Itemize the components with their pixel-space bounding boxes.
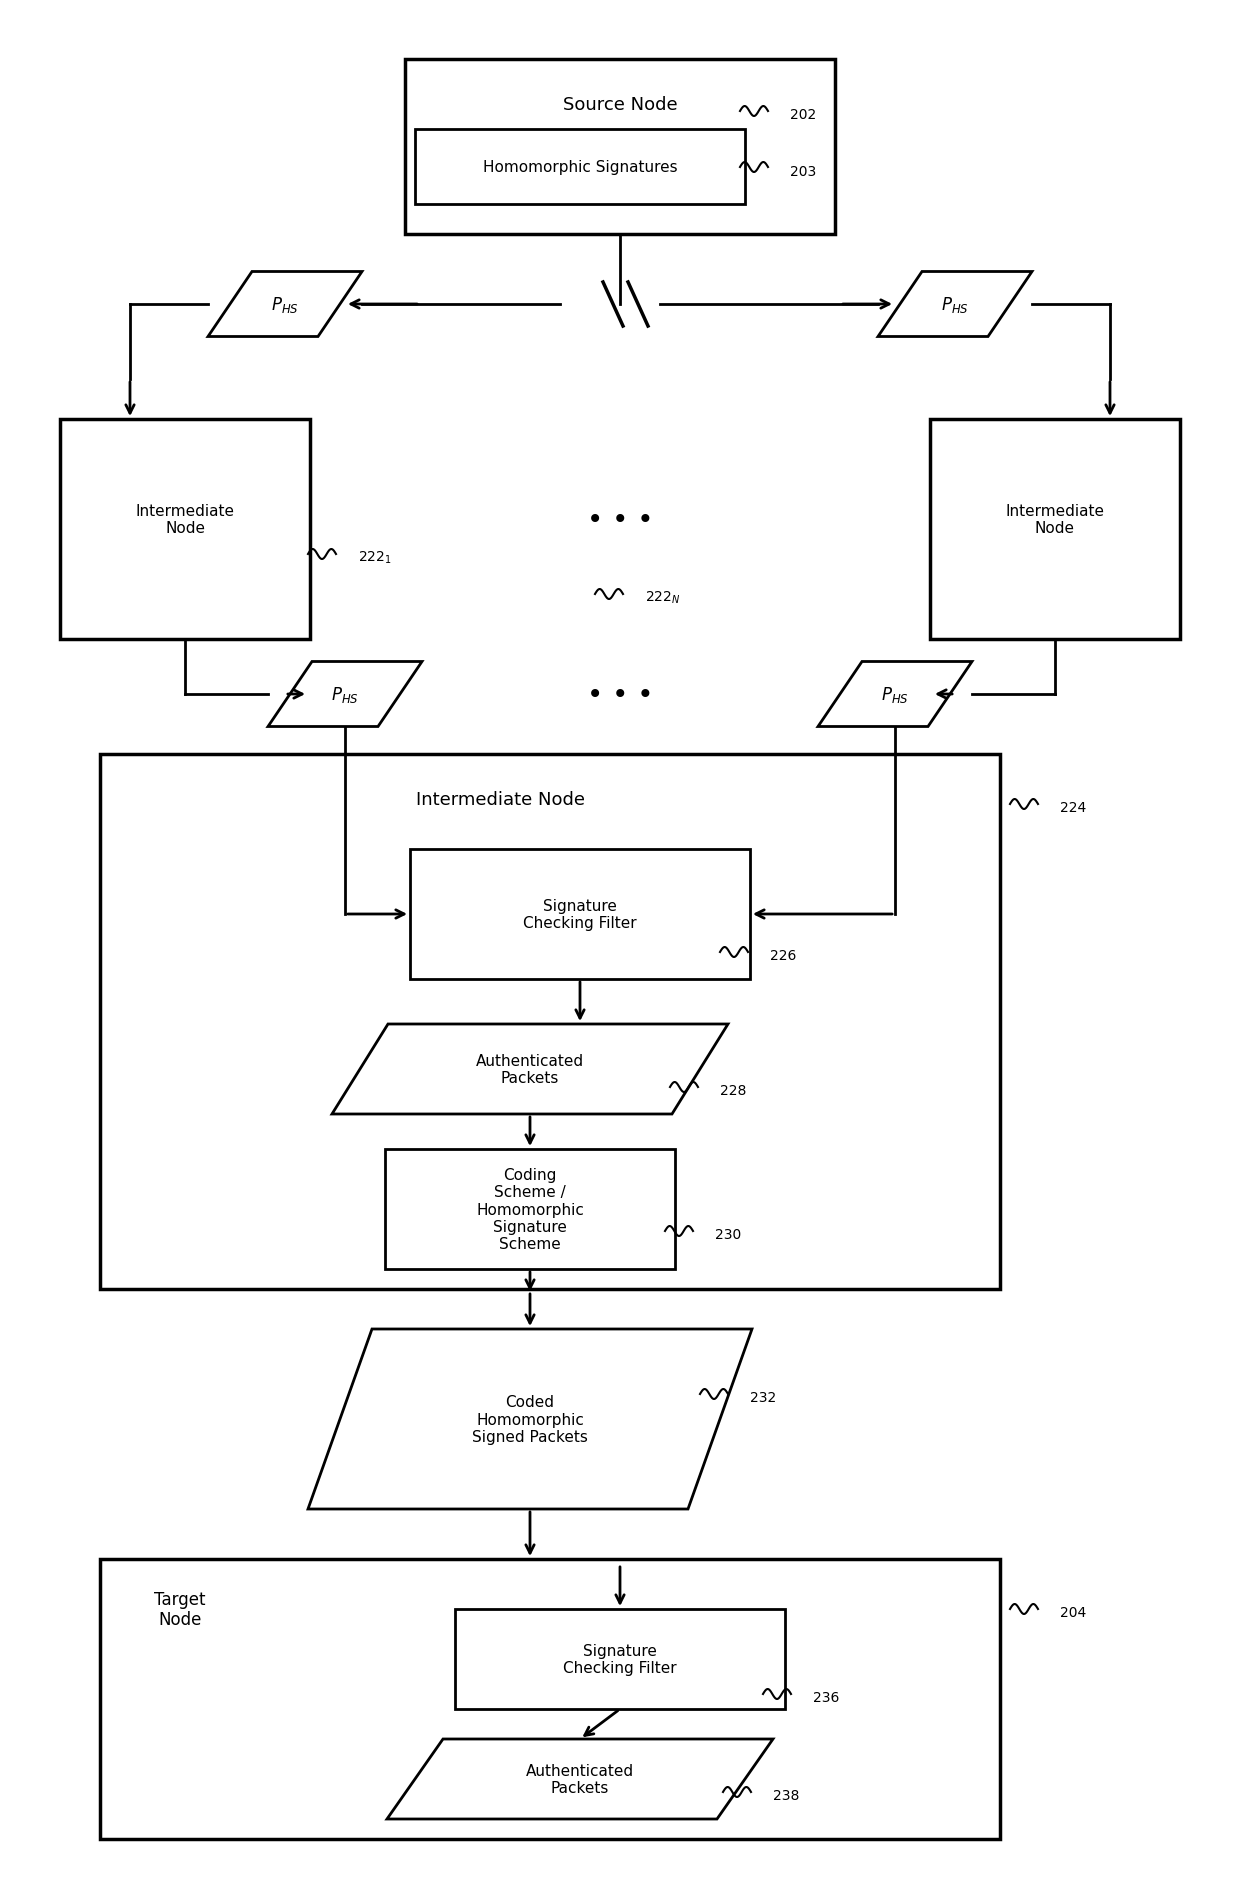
Polygon shape: [308, 1329, 751, 1509]
Text: $222_N$: $222_N$: [645, 589, 681, 606]
Bar: [100, 1558, 999, 1839]
Text: 232: 232: [750, 1391, 776, 1404]
Text: $222_1$: $222_1$: [358, 550, 392, 566]
Text: $P_{HS}$: $P_{HS}$: [272, 295, 299, 314]
Text: 228: 228: [720, 1084, 746, 1097]
Text: 230: 230: [715, 1227, 742, 1242]
Polygon shape: [387, 1739, 773, 1820]
Text: Intermediate
Node: Intermediate Node: [135, 504, 234, 536]
Text: Authenticated
Packets: Authenticated Packets: [526, 1763, 634, 1795]
Text: 224: 224: [1060, 800, 1086, 815]
Text: Source Node: Source Node: [563, 96, 677, 115]
Text: Coding
Scheme /
Homomorphic
Signature
Scheme: Coding Scheme / Homomorphic Signature Sc…: [476, 1167, 584, 1252]
Bar: [100, 755, 999, 1289]
Text: 238: 238: [773, 1788, 800, 1803]
Text: Authenticated
Packets: Authenticated Packets: [476, 1054, 584, 1086]
Polygon shape: [818, 662, 972, 726]
Text: $P_{HS}$: $P_{HS}$: [882, 685, 909, 704]
Text: $P_{HS}$: $P_{HS}$: [331, 685, 358, 704]
Text: $P_{HS}$: $P_{HS}$: [941, 295, 968, 314]
Text: Coded
Homomorphic
Signed Packets: Coded Homomorphic Signed Packets: [472, 1395, 588, 1443]
Bar: [455, 1609, 785, 1709]
Bar: [930, 420, 1180, 640]
Text: 202: 202: [790, 107, 816, 122]
Bar: [415, 130, 745, 205]
Text: Target
Node: Target Node: [154, 1590, 206, 1628]
Polygon shape: [878, 273, 1032, 337]
Text: 204: 204: [1060, 1605, 1086, 1619]
Bar: [60, 420, 310, 640]
Polygon shape: [332, 1024, 728, 1114]
Polygon shape: [268, 662, 422, 726]
Text: 203: 203: [790, 166, 816, 179]
Text: 226: 226: [770, 949, 796, 962]
Bar: [410, 849, 750, 979]
Bar: [405, 60, 835, 235]
Text: 236: 236: [813, 1690, 839, 1703]
Text: • • •: • • •: [587, 681, 653, 710]
Text: Intermediate Node: Intermediate Node: [415, 790, 584, 809]
Polygon shape: [208, 273, 362, 337]
Text: Signature
Checking Filter: Signature Checking Filter: [563, 1643, 677, 1675]
Bar: [384, 1150, 675, 1268]
Text: Intermediate
Node: Intermediate Node: [1006, 504, 1105, 536]
Text: • • •: • • •: [587, 506, 653, 534]
Text: Signature
Checking Filter: Signature Checking Filter: [523, 898, 637, 932]
Text: Homomorphic Signatures: Homomorphic Signatures: [482, 160, 677, 175]
